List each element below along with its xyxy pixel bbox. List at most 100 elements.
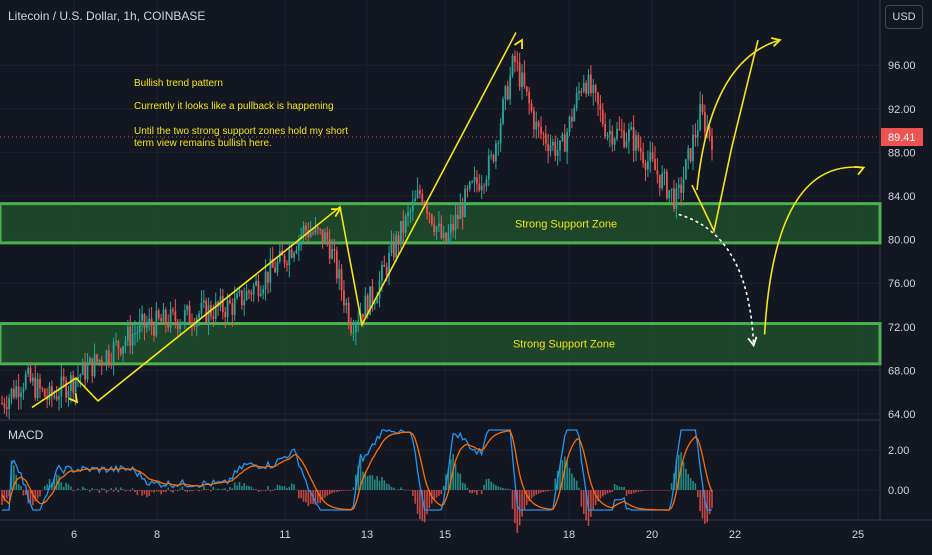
macd-indicator-label: MACD — [8, 428, 44, 442]
macd-bar — [371, 475, 374, 490]
candle-body — [41, 388, 44, 390]
symbol-title: Litecoin / U.S. Dollar, 1h, COINBASE — [8, 9, 206, 23]
upside-arrowhead — [771, 37, 782, 47]
candle-body — [416, 190, 419, 198]
candle-body — [231, 303, 234, 315]
candle-body — [433, 224, 436, 232]
candle-body — [276, 261, 279, 273]
time-axis-label: 13 — [361, 529, 373, 541]
macd-bar — [390, 486, 393, 490]
candle-body — [145, 324, 148, 328]
macd-bar — [210, 490, 212, 492]
macd-line — [2, 429, 712, 511]
candle-body — [98, 359, 101, 362]
macd-bar — [238, 482, 241, 490]
candle-body — [385, 266, 388, 276]
macd-bar — [504, 488, 507, 490]
macd-bar — [582, 490, 585, 515]
candle-body — [257, 280, 260, 296]
macd-bar — [108, 490, 110, 491]
candle-body — [115, 340, 117, 343]
candle-body — [67, 390, 70, 398]
currency-button[interactable]: USD — [885, 5, 923, 29]
candle-body — [371, 286, 374, 304]
macd-bar — [65, 482, 67, 490]
macd-bar — [288, 487, 291, 490]
macd-bar — [328, 490, 331, 495]
macd-bar — [17, 483, 20, 490]
candle-body — [212, 316, 215, 319]
macd-bar — [381, 476, 383, 490]
candle-body — [400, 221, 402, 245]
macd-bar — [620, 487, 623, 490]
candle-body — [497, 143, 500, 145]
macd-bar — [518, 490, 521, 526]
candle-body — [419, 190, 421, 194]
macd-bar — [98, 490, 101, 493]
trend-arrowhead — [68, 392, 79, 404]
macd-bar — [131, 488, 134, 490]
macd-bar — [271, 490, 274, 491]
candle-body — [599, 104, 602, 110]
candle-body — [404, 216, 407, 233]
macd-bar — [613, 483, 616, 490]
macd-bar — [478, 490, 481, 491]
macd-bar — [616, 485, 618, 490]
macd-bar — [523, 490, 526, 510]
macd-bar — [184, 490, 186, 492]
candle-body — [131, 333, 134, 346]
candle-body — [544, 134, 547, 144]
macd-bar — [661, 490, 663, 491]
candle-body — [29, 367, 32, 382]
candle-body — [290, 249, 293, 258]
candle-body — [440, 223, 443, 238]
candle-body — [243, 300, 246, 306]
candle-body — [183, 310, 186, 322]
candle-body — [644, 163, 647, 170]
candle-body — [611, 130, 614, 145]
time-axis-label: 18 — [563, 529, 575, 541]
candle-body — [172, 309, 174, 311]
macd-bar — [55, 474, 58, 490]
macd-bar — [623, 486, 625, 490]
macd-bar — [668, 490, 671, 491]
candle-body — [188, 305, 191, 323]
candle-body — [366, 295, 369, 315]
macd-bar — [404, 490, 407, 491]
macd-bar — [138, 490, 141, 491]
macd-bar — [179, 488, 181, 490]
support-zone — [0, 202, 882, 245]
rebound-arrow — [763, 166, 864, 335]
macd-bar — [324, 490, 326, 498]
candle-body — [357, 320, 360, 324]
macd-bar — [402, 489, 405, 490]
macd-bar — [670, 483, 673, 490]
macd-bar — [314, 490, 317, 505]
macd-bar — [552, 490, 554, 491]
macd-bar — [231, 488, 234, 490]
macd-bar — [281, 486, 284, 490]
price-axis-label: 76.00 — [888, 278, 916, 290]
macd-bar — [464, 483, 466, 490]
macd-bar — [307, 490, 310, 507]
macd-bar — [704, 490, 706, 524]
macd-bar — [421, 490, 424, 522]
macd-bar — [644, 490, 647, 491]
macd-bar — [150, 490, 153, 492]
macd-bar — [157, 490, 160, 492]
candle-body — [402, 221, 405, 233]
macd-bar — [77, 488, 79, 490]
macd-bar — [547, 490, 549, 492]
macd-bar — [29, 490, 32, 505]
macd-bar — [533, 490, 535, 497]
candle-body — [205, 300, 208, 323]
candle-body — [88, 358, 91, 365]
macd-bar — [609, 490, 611, 493]
candle-body — [673, 188, 675, 209]
candle-body — [459, 205, 462, 220]
macd-bar — [599, 490, 602, 499]
candle-body — [319, 228, 322, 230]
candle-body — [414, 197, 417, 202]
